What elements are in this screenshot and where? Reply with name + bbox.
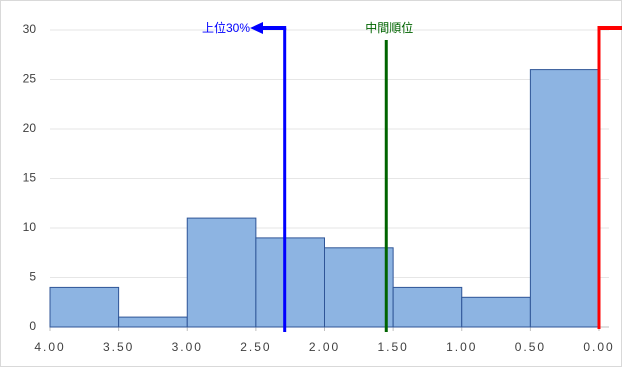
bar xyxy=(186,217,257,328)
marker-label: 上位30% xyxy=(202,20,250,35)
y-tick-label: 0 xyxy=(29,319,36,333)
marker-label: 中間順位 xyxy=(365,20,413,35)
marker-arrowhead xyxy=(250,22,263,34)
bar xyxy=(529,69,600,328)
bar xyxy=(461,296,531,328)
bar xyxy=(255,237,325,328)
x-tick-label: 0.50 xyxy=(515,340,546,354)
x-tick-label: 0.00 xyxy=(583,340,614,354)
x-tick-label: 2.50 xyxy=(240,340,271,354)
bar xyxy=(392,286,463,328)
y-tick-label: 15 xyxy=(23,171,37,185)
y-tick-label: 10 xyxy=(23,220,37,234)
bar xyxy=(324,247,394,328)
x-tick-label: 3.50 xyxy=(103,340,134,354)
x-tick-label: 4.00 xyxy=(34,340,65,354)
y-tick-label: 5 xyxy=(29,270,36,284)
x-tick-label: 2.00 xyxy=(309,340,340,354)
x-tick-label: 3.00 xyxy=(172,340,203,354)
x-tick-label: 1.00 xyxy=(446,340,477,354)
bar xyxy=(49,286,120,328)
y-tick-label: 30 xyxy=(23,22,37,36)
bar xyxy=(118,316,188,328)
y-tick-label: 25 xyxy=(23,72,37,86)
y-tick-label: 20 xyxy=(23,121,37,135)
x-tick-label: 1.50 xyxy=(377,340,408,354)
